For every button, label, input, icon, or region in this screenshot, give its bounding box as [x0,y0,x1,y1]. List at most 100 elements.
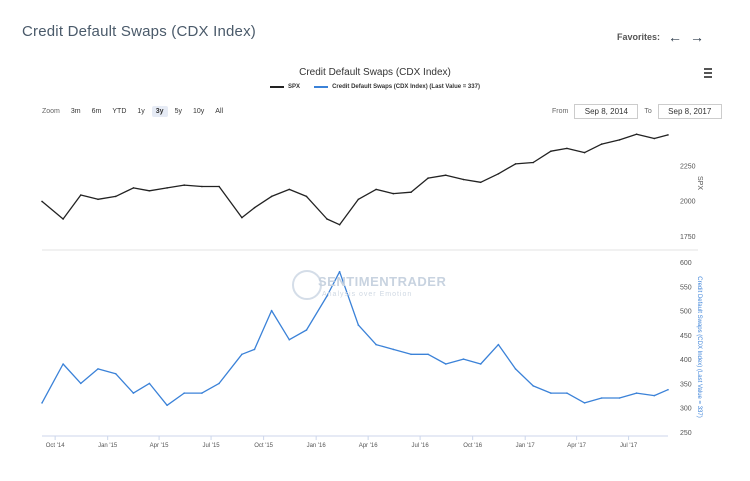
spx-data-point [326,218,328,220]
cdx-data-point [583,402,586,404]
cdx-data-point [479,363,482,365]
zoom-button-1y[interactable]: 1y [137,108,145,115]
arrow-left-icon[interactable]: ← [668,29,683,45]
cdx-data-point [183,392,185,394]
cdx-data-point [653,394,656,397]
spx-y-tick-label: 1750 [680,234,696,241]
zoom-button-all[interactable]: All [215,108,224,115]
cdx-data-point [166,404,168,407]
spx-data-point [532,161,534,164]
cdx-axis-title: Credit Default Swaps (CDX Index) (Last V… [696,276,702,417]
spx-data-point [41,200,43,203]
cdx-data-point [445,363,447,365]
spx-data-point [80,194,82,196]
arrow-right-icon[interactable]: → [690,29,705,45]
spx-data-point [392,192,395,195]
cdx-data-point [241,353,243,356]
cdx-y-tick-label: 500 [680,309,692,316]
from-label: From [552,108,569,115]
cdx-data-point [270,309,273,312]
cdx-data-point [618,397,621,399]
cdx-y-tick-label: 350 [680,381,692,388]
cdx-data-point [667,388,669,391]
spx-data-point [566,147,568,150]
zoom-button-10y[interactable]: 10y [192,108,205,115]
cdx-data-point [635,392,638,394]
spx-data-point [550,150,552,152]
spx-data-point [241,216,243,219]
cdx-y-tick-label: 450 [680,333,692,340]
zoom-button-5y[interactable]: 5y [174,108,182,115]
legend-item-cdx[interactable]: Credit Default Swaps (CDX Index) (Last V… [314,84,480,90]
spx-data-point [97,198,99,201]
zoom-button-6m[interactable]: 6m [91,108,102,115]
spx-data-point [427,177,429,179]
spx-y-tick-label: 2000 [680,199,696,206]
zoom-button-3y[interactable]: 3y [151,106,168,117]
spx-data-point [218,185,220,188]
cdx-data-point [218,382,220,385]
spx-data-point [166,187,168,189]
cdx-data-point [375,343,377,346]
spx-data-point [132,187,135,189]
spx-data-point [148,190,151,192]
spx-data-point [445,174,447,176]
spx-data-point [618,139,621,141]
cdx-data-point [132,392,135,394]
spx-data-point [288,188,291,191]
cdx-data-point [338,270,341,273]
cdx-data-point [305,329,308,331]
spx-data-point [338,223,341,226]
cdx-data-point [410,353,412,356]
cdx-data-point [41,402,43,404]
x-tick-label: Jul '15 [202,443,220,449]
x-tick-label: Jan '16 [307,443,327,449]
from-date-input[interactable]: Sep 8, 2014 [574,104,639,119]
spx-data-point [583,151,586,154]
x-tick-label: Jul '17 [620,443,638,449]
spx-data-point [201,185,203,188]
cdx-data-point [566,392,568,394]
cdx-data-point [148,382,151,385]
legend-item-spx[interactable]: SPX [270,84,300,90]
x-tick-label: Jan '15 [98,443,118,449]
watermark-logo [292,270,322,300]
cdx-data-point [514,368,517,370]
cdx-data-point [253,348,256,351]
x-tick-label: Apr '16 [359,443,378,449]
zoom-button-3m[interactable]: 3m [70,108,81,115]
zoom-button-ytd[interactable]: YTD [112,108,127,115]
x-tick-label: Jan '17 [516,443,536,449]
spx-data-point [62,218,64,220]
x-tick-label: Oct '14 [46,443,65,449]
to-date-input[interactable]: Sep 8, 2017 [657,104,722,119]
cdx-data-point [392,348,395,351]
x-tick-label: Jul '16 [412,443,430,449]
chart-title: Credit Default Swaps (CDX Index) [299,67,451,78]
cdx-data-point [427,353,429,356]
x-tick-label: Apr '17 [567,443,586,449]
spx-data-point [462,178,465,181]
spx-data-point [514,163,517,165]
x-tick-label: Oct '16 [463,443,482,449]
spx-data-point [375,188,377,191]
zoom-label: Zoom [42,108,60,115]
legend-swatch-cdx [314,86,329,88]
spx-data-point [305,195,308,198]
x-tick-label: Oct '15 [254,443,273,449]
cdx-data-point [114,372,117,375]
cdx-data-point [357,324,360,326]
cdx-data-point [288,338,291,341]
cdx-y-tick-label: 600 [680,260,692,267]
favorites-label: Favorites: [617,32,661,42]
hamburger-menu-icon[interactable] [704,68,712,78]
spx-axis-title: SPX [696,176,703,190]
cdx-data-point [80,382,82,385]
cdx-data-point [600,397,603,399]
legend-label-spx: SPX [288,84,301,90]
date-range: From Sep 8, 2014 To Sep 8, 2017 [552,104,722,119]
cdx-data-point [201,392,203,394]
x-tick-label: Apr '15 [150,443,169,449]
spx-data-point [635,133,638,135]
spx-data-point [667,134,669,136]
